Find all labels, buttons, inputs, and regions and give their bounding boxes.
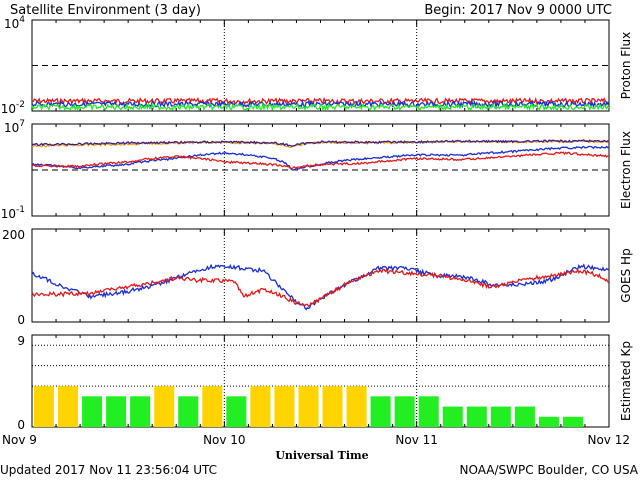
- plot-panels: 104 10-2 Proton Flux 107 10-1 Electron Flux 20…: [1, 15, 633, 447]
- y-tick-label: 9: [17, 334, 25, 348]
- kp-bar: [58, 386, 79, 427]
- panel-frame-3: [31, 334, 610, 428]
- kp-bar: [274, 386, 295, 427]
- y-tick-label: 104: [4, 15, 25, 31]
- kp-bar: [34, 386, 55, 427]
- kp-bar: [202, 386, 223, 427]
- x-tick-label: Nov 9: [2, 433, 37, 447]
- kp-bar: [250, 386, 271, 427]
- x-tick-label: Nov 12: [587, 433, 630, 447]
- panel-frame-2: [31, 228, 610, 323]
- chart-title: Satellite Environment (3 day): [10, 3, 201, 18]
- kp-bar: [466, 406, 487, 427]
- panel-ylabel-2: GOES Hp: [619, 248, 633, 302]
- kp-bar: [394, 396, 415, 427]
- kp-bar: [322, 386, 343, 427]
- kp-bar: [178, 396, 199, 427]
- y-tick-label: 10-2: [1, 100, 25, 116]
- panel-border: [31, 228, 610, 323]
- kp-bar: [514, 406, 535, 427]
- y-tick-label: 0: [17, 418, 25, 432]
- kp-bar: [418, 396, 439, 427]
- hp-series-blue: [31, 263, 610, 311]
- panel-ylabel-0: Proton Flux: [619, 32, 633, 99]
- electron-series-blue: [31, 145, 610, 171]
- kp-bar: [562, 416, 583, 427]
- kp-bar: [538, 416, 559, 427]
- kp-bar: [346, 386, 367, 427]
- kp-bar: [370, 396, 391, 427]
- proton-series-green: [31, 102, 610, 112]
- updated-label: Updated 2017 Nov 11 23:56:04 UTC: [0, 463, 217, 477]
- kp-bar: [490, 406, 511, 427]
- panel-ylabel-1: Electron Flux: [619, 131, 633, 209]
- electron-series-navy: [31, 139, 610, 147]
- kp-bar: [154, 386, 175, 427]
- hp-series-red: [31, 268, 610, 308]
- credit-label: NOAA/SWPC Boulder, CO USA: [460, 463, 639, 477]
- x-tick-label: Nov 10: [203, 433, 246, 447]
- y-tick-label: 10-1: [1, 205, 25, 221]
- y-tick-label: 0: [17, 313, 25, 327]
- x-tick-label: Nov 11: [395, 433, 438, 447]
- x-axis-label: Universal Time: [275, 449, 368, 462]
- kp-bar: [298, 386, 319, 427]
- kp-bar: [130, 396, 151, 427]
- y-tick-label: 200: [2, 228, 25, 242]
- kp-bar: [106, 396, 127, 427]
- panel-ylabel-3: Estimated Kp: [619, 341, 633, 421]
- electron-series-red: [31, 151, 610, 170]
- begin-label: Begin: 2017 Nov 9 0000 UTC: [424, 3, 612, 18]
- kp-bar: [442, 406, 463, 427]
- kp-bar: [226, 396, 247, 427]
- kp-bar: [82, 396, 103, 427]
- y-tick-label: 107: [4, 119, 25, 135]
- proton-series-red: [31, 96, 610, 106]
